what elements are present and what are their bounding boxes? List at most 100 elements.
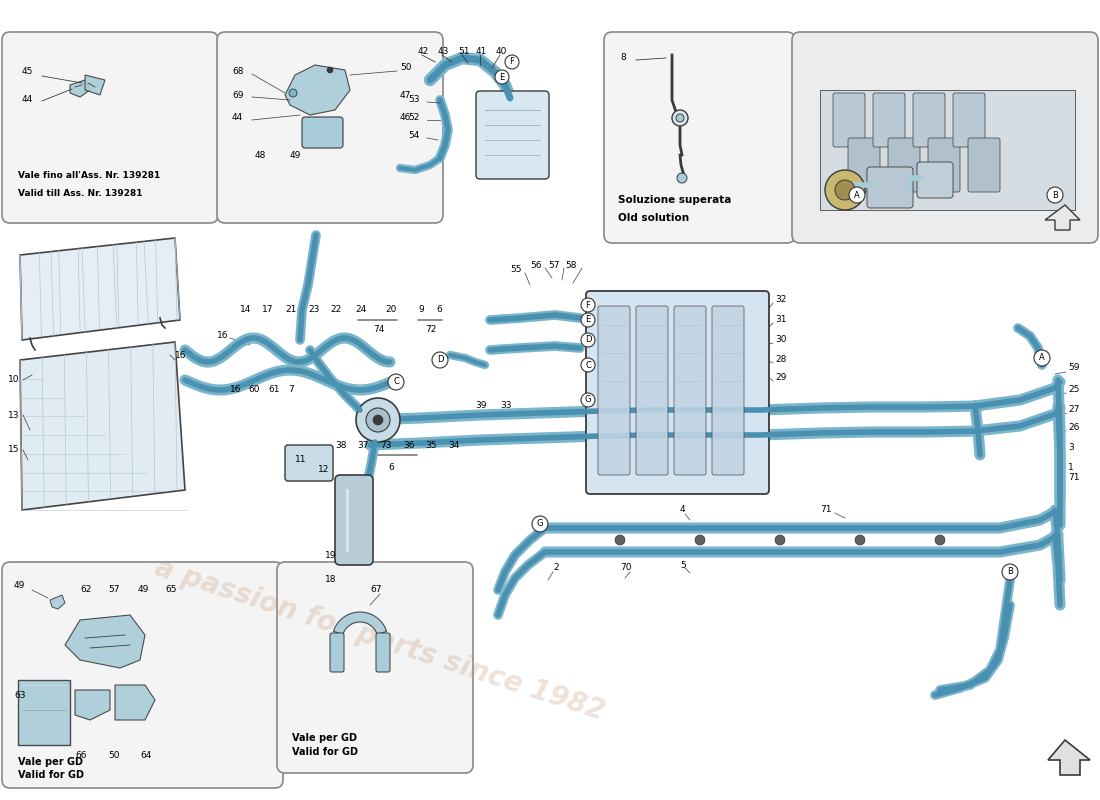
Text: 7: 7: [288, 386, 294, 394]
FancyBboxPatch shape: [604, 32, 795, 243]
FancyBboxPatch shape: [217, 32, 443, 223]
Polygon shape: [18, 680, 70, 745]
Text: Valid for GD: Valid for GD: [18, 770, 84, 780]
Circle shape: [505, 55, 519, 69]
Text: 10: 10: [8, 375, 20, 385]
Text: 60: 60: [248, 386, 260, 394]
Text: 67: 67: [370, 586, 382, 594]
Text: 55: 55: [510, 266, 521, 274]
FancyBboxPatch shape: [302, 117, 343, 148]
Circle shape: [532, 516, 548, 532]
Text: 40: 40: [496, 47, 507, 57]
FancyBboxPatch shape: [586, 291, 769, 494]
Text: 32: 32: [776, 295, 786, 305]
Text: F: F: [509, 58, 515, 66]
Text: 49: 49: [14, 581, 25, 590]
Text: 35: 35: [425, 441, 437, 450]
Circle shape: [849, 187, 865, 203]
Text: 27: 27: [1068, 406, 1079, 414]
Text: 52: 52: [408, 114, 419, 122]
Circle shape: [855, 535, 865, 545]
FancyBboxPatch shape: [674, 306, 706, 475]
Circle shape: [289, 89, 297, 97]
FancyBboxPatch shape: [712, 306, 744, 475]
Circle shape: [581, 333, 595, 347]
Text: F: F: [585, 301, 591, 310]
Circle shape: [327, 67, 333, 73]
Circle shape: [672, 110, 688, 126]
Text: A: A: [854, 190, 860, 199]
Text: 28: 28: [776, 355, 786, 365]
Circle shape: [373, 415, 383, 425]
FancyBboxPatch shape: [636, 306, 668, 475]
Text: 16: 16: [175, 350, 187, 359]
Text: 19: 19: [324, 550, 337, 559]
Text: 46: 46: [400, 114, 411, 122]
FancyBboxPatch shape: [833, 93, 865, 147]
Text: 38: 38: [336, 441, 346, 450]
Text: Valid for GD: Valid for GD: [292, 747, 358, 757]
Text: 64: 64: [140, 750, 152, 759]
Circle shape: [581, 298, 595, 312]
FancyBboxPatch shape: [376, 633, 390, 672]
Polygon shape: [50, 595, 65, 609]
FancyBboxPatch shape: [867, 167, 913, 208]
Text: 71: 71: [820, 506, 832, 514]
Text: 31: 31: [776, 315, 786, 325]
Text: 16: 16: [217, 330, 229, 339]
Text: 37: 37: [358, 441, 368, 450]
Circle shape: [676, 173, 688, 183]
Circle shape: [581, 313, 595, 327]
Polygon shape: [285, 65, 350, 115]
Text: B: B: [1052, 190, 1058, 199]
Text: 57: 57: [548, 261, 560, 270]
Text: 41: 41: [476, 47, 487, 57]
FancyBboxPatch shape: [968, 138, 1000, 192]
Circle shape: [776, 535, 785, 545]
Text: 73: 73: [379, 441, 392, 450]
Text: 12: 12: [318, 466, 329, 474]
Text: B: B: [1008, 567, 1013, 577]
Text: 58: 58: [565, 261, 576, 270]
Text: 44: 44: [22, 95, 33, 105]
FancyBboxPatch shape: [330, 633, 344, 672]
Text: Valid till Ass. Nr. 139281: Valid till Ass. Nr. 139281: [18, 189, 143, 198]
Text: Vale fino all'Ass. Nr. 139281: Vale fino all'Ass. Nr. 139281: [18, 170, 161, 179]
Polygon shape: [20, 238, 180, 340]
Text: A: A: [1040, 354, 1045, 362]
Text: 45: 45: [22, 67, 33, 77]
Text: Soluzione superata: Soluzione superata: [618, 195, 732, 205]
Text: D: D: [585, 335, 592, 345]
Text: 36: 36: [403, 441, 415, 450]
Text: 70: 70: [620, 563, 631, 573]
FancyBboxPatch shape: [888, 138, 920, 192]
Text: 61: 61: [268, 386, 279, 394]
Polygon shape: [65, 615, 145, 668]
Text: 63: 63: [14, 690, 25, 699]
Text: C: C: [585, 361, 591, 370]
Circle shape: [366, 408, 390, 432]
Text: 16: 16: [230, 386, 242, 394]
Circle shape: [356, 398, 400, 442]
Circle shape: [615, 535, 625, 545]
Circle shape: [825, 170, 865, 210]
Text: 11: 11: [295, 455, 307, 465]
Text: 49: 49: [290, 150, 301, 159]
Text: 4: 4: [680, 506, 685, 514]
FancyBboxPatch shape: [2, 32, 218, 223]
Text: 71: 71: [1068, 474, 1079, 482]
Text: 33: 33: [500, 401, 512, 410]
Text: 6: 6: [436, 306, 442, 314]
Text: 25: 25: [1068, 386, 1079, 394]
Text: 34: 34: [448, 441, 460, 450]
Polygon shape: [1048, 740, 1090, 775]
Polygon shape: [820, 90, 1075, 210]
FancyBboxPatch shape: [336, 475, 373, 565]
Circle shape: [432, 352, 448, 368]
Circle shape: [676, 114, 684, 122]
Text: 17: 17: [262, 306, 274, 314]
Polygon shape: [1045, 205, 1080, 230]
Text: 62: 62: [80, 586, 91, 594]
Text: 51: 51: [458, 47, 470, 57]
Text: E: E: [585, 315, 591, 325]
